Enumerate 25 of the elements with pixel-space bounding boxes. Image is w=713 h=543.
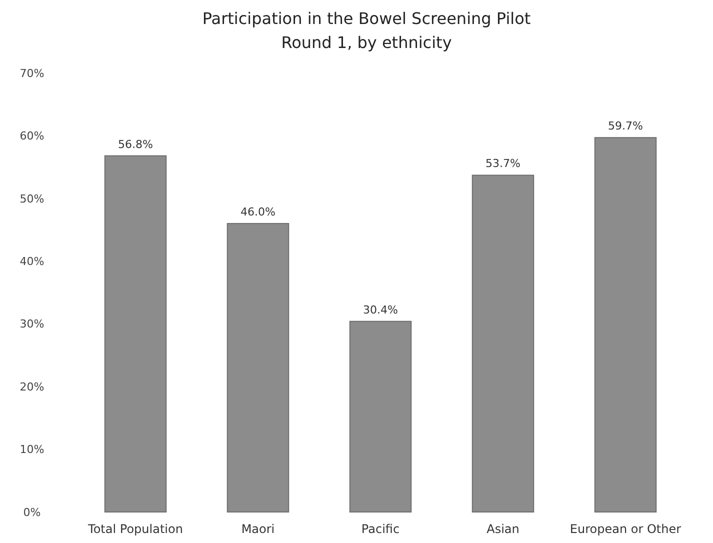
data-label: 56.8%: [118, 138, 153, 151]
bar: [594, 137, 657, 512]
chart-subtitle: Round 1, by ethnicity: [281, 33, 452, 52]
bar: [349, 320, 412, 512]
y-tick-label: 20%: [20, 380, 44, 394]
y-tick-label: 0%: [23, 506, 41, 519]
x-tick-label: Asian: [486, 522, 520, 536]
chart-title: Participation in the Bowel Screening Pilot: [202, 9, 531, 28]
x-tick-label: European or Other: [570, 522, 682, 536]
data-label: 46.0%: [240, 206, 276, 219]
y-tick-label: 60%: [20, 130, 44, 143]
x-tick-label: Pacific: [361, 522, 400, 536]
data-label: 53.7%: [486, 157, 520, 170]
y-tick-label: 70%: [20, 66, 44, 80]
x-tick-label: Total Population: [87, 522, 183, 536]
x-tick-label: Maori: [241, 522, 275, 536]
y-tick-label: 40%: [20, 254, 44, 268]
bar: [226, 223, 290, 512]
y-tick-label: 30%: [20, 318, 44, 331]
data-label: 59.7%: [608, 120, 643, 133]
y-tick-label: 10%: [20, 443, 44, 456]
bar: [472, 174, 534, 512]
y-tick-label: 50%: [20, 192, 44, 206]
data-label: 30.4%: [363, 303, 398, 316]
bar: [104, 155, 167, 512]
